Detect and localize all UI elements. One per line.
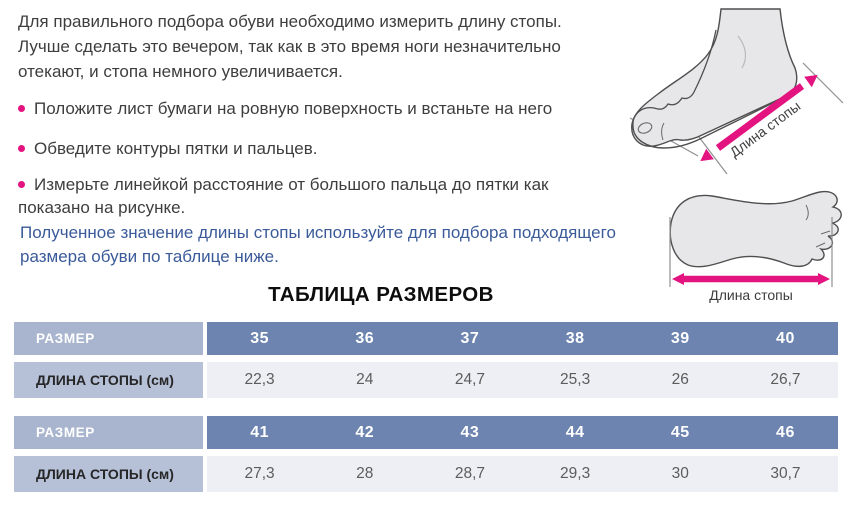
instruction-bullet-1: Положите лист бумаги на ровную поверхнос… xyxy=(18,97,628,120)
length-cell: 22,3 xyxy=(207,362,313,398)
size-cell: 45 xyxy=(627,416,733,449)
length-cell: 26 xyxy=(627,362,733,398)
bullet-icon xyxy=(18,145,25,152)
toe-crease xyxy=(820,230,831,235)
ankle-contour xyxy=(737,35,747,69)
size-cell: 44 xyxy=(522,416,628,449)
bullet-icon xyxy=(18,105,25,112)
length-cell: 29,3 xyxy=(522,456,628,492)
foot-sole-illustration: Длина стопы xyxy=(669,190,842,303)
size-table-title: ТАБЛИЦА РАЗМЕРОВ xyxy=(268,283,494,306)
size-cell: 43 xyxy=(417,416,523,449)
bullet-text: показано на рисунке. xyxy=(18,198,186,217)
bullet-text: Положите лист бумаги на ровную поверхнос… xyxy=(34,99,553,118)
length-cell: 28,7 xyxy=(417,456,523,492)
size-cell: 36 xyxy=(312,322,418,355)
size-row-label: РАЗМЕР xyxy=(14,416,203,449)
size-cell: 42 xyxy=(312,416,418,449)
size-cell: 37 xyxy=(417,322,523,355)
length-cell: 24,7 xyxy=(417,362,523,398)
foot-side-illustration: Длина стопы xyxy=(629,8,844,175)
foot-toes-line xyxy=(632,29,717,127)
length-cell: 30,7 xyxy=(732,456,839,492)
toe-crease xyxy=(661,122,665,141)
bullet-text: Измерьте линейкой расстояние от большого… xyxy=(34,175,549,194)
arrowhead-end xyxy=(804,74,818,88)
arrowhead-start xyxy=(700,148,714,162)
toe-crease xyxy=(805,204,809,221)
size-table-1: РАЗМЕР 35 36 37 38 39 40 ДЛИНА СТОПЫ (см… xyxy=(14,322,839,405)
size-cell: 40 xyxy=(732,322,839,355)
length-row: ДЛИНА СТОПЫ (см) 22,3 24 24,7 25,3 26 26… xyxy=(14,362,839,398)
length-row-label: ДЛИНА СТОПЫ (см) xyxy=(14,362,203,398)
intro-line: Лучше сделать это вечером, так как в это… xyxy=(18,37,561,56)
length-row-label: ДЛИНА СТОПЫ (см) xyxy=(14,456,203,492)
size-table-2: РАЗМЕР 41 42 43 44 45 46 ДЛИНА СТОПЫ (см… xyxy=(14,416,839,499)
bullet-text: Обведите контуры пятки и пальцев. xyxy=(34,139,318,158)
measure-tick-end xyxy=(802,62,844,104)
foot-sole-line xyxy=(632,95,787,149)
size-row: РАЗМЕР 35 36 37 38 39 40 xyxy=(14,322,839,355)
intro-line: отекают, и стопа немного увеличивается. xyxy=(18,62,343,81)
note-line: Полученное значение длины стопы использу… xyxy=(20,223,616,242)
size-cell: 46 xyxy=(732,416,839,449)
footprint-shape xyxy=(669,190,842,268)
bullet-icon xyxy=(18,181,25,188)
intro-line: Для правильного подбора обуви необходимо… xyxy=(18,12,562,31)
measure-label: Длина стопы xyxy=(709,287,793,303)
instruction-bullet-2: Обведите контуры пятки и пальцев. xyxy=(18,137,628,160)
length-cell: 25,3 xyxy=(522,362,628,398)
length-row: ДЛИНА СТОПЫ (см) 27,3 28 28,7 29,3 30 30… xyxy=(14,456,839,492)
size-row-label: РАЗМЕР xyxy=(14,322,203,355)
size-cell: 35 xyxy=(207,322,313,355)
size-row: РАЗМЕР 41 42 43 44 45 46 xyxy=(14,416,839,449)
note-paragraph: Полученное значение длины стопы использу… xyxy=(20,221,660,269)
size-cell: 41 xyxy=(207,416,313,449)
size-cell: 38 xyxy=(522,322,628,355)
length-cell: 24 xyxy=(312,362,418,398)
instruction-bullet-3: Измерьте линейкой расстояние от большого… xyxy=(18,173,628,219)
foot-side-shape xyxy=(631,8,798,147)
length-cell: 27,3 xyxy=(207,456,313,492)
measure-arrow xyxy=(715,83,805,151)
length-cell: 30 xyxy=(627,456,733,492)
length-cell: 26,7 xyxy=(732,362,839,398)
note-line: размера обуви по таблице ниже. xyxy=(20,247,279,266)
toe-crease xyxy=(815,242,826,248)
arrowhead-right xyxy=(818,273,830,285)
arrowhead-left xyxy=(672,273,684,285)
length-cell: 28 xyxy=(312,456,418,492)
intro-paragraph: Для правильного подбора обуви необходимо… xyxy=(18,9,623,84)
toenail-detail xyxy=(637,122,653,134)
measure-tick-start xyxy=(698,136,728,175)
size-cell: 39 xyxy=(627,322,733,355)
